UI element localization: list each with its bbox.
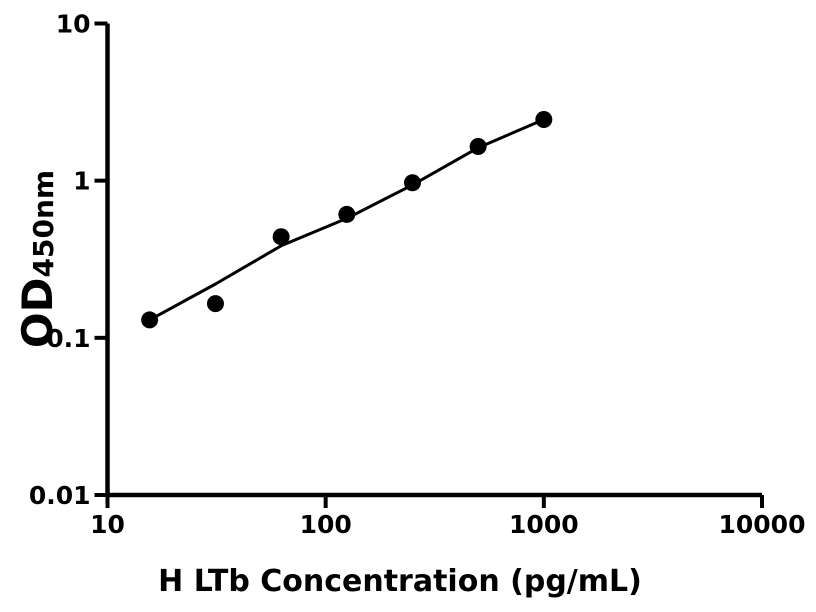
data-point [272,228,290,246]
data-point [141,311,159,329]
y-tick-label: 0.1 [46,324,90,353]
data-point [535,111,553,129]
x-tick-label: 100 [300,510,352,539]
x-tick-label: 10000 [719,510,806,539]
data-point [338,205,356,223]
data-point [206,295,224,313]
data-point [403,174,421,192]
x-tick-label: 1000 [509,510,579,539]
data-point [469,137,487,155]
y-tick-label: 0.01 [29,481,91,510]
x-tick-label: 10 [90,510,125,539]
y-tick-label: 10 [56,10,91,39]
y-tick-label: 1 [73,167,90,196]
